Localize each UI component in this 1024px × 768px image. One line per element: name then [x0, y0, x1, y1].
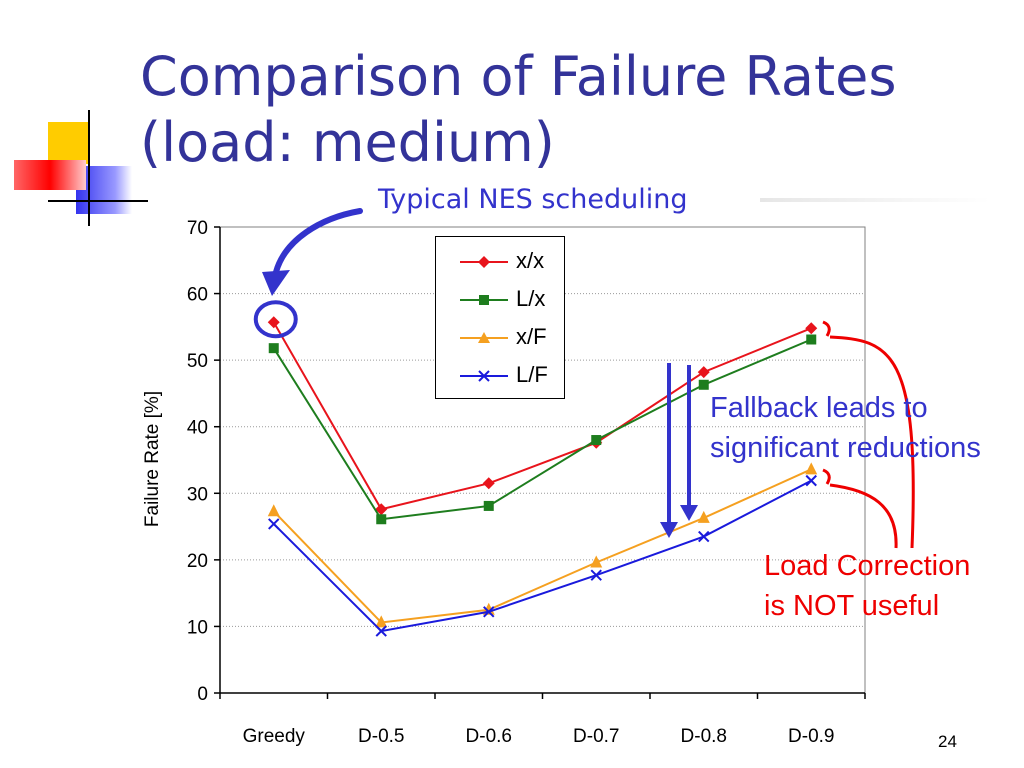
y-tick-label: 50 [187, 351, 208, 372]
data-point [376, 514, 387, 525]
data-point [267, 316, 280, 329]
y-axis-label: Failure Rate [%] [142, 391, 163, 527]
data-point [697, 510, 710, 523]
y-tick-label: 40 [187, 418, 208, 439]
ornament-horizontal-line [48, 200, 148, 202]
slide-title-line2: (load: medium) [140, 111, 555, 174]
ornament-red-bar [14, 160, 86, 190]
fallback-arrow-left-head [660, 522, 678, 538]
x-tick-label: D-0.7 [573, 726, 619, 747]
legend-marker-x-icon [460, 370, 508, 382]
series-x/F [267, 462, 818, 628]
fallback-arrow-right-head [680, 505, 698, 521]
typical-arrow [273, 208, 363, 275]
red-bracket-top [822, 320, 831, 337]
data-point [806, 334, 817, 345]
data-point [375, 503, 388, 516]
legend-label-xf: x/F [516, 324, 547, 349]
x-axis-ticks: Greedy D-0.5 D-0.6 D-0.7 D-0.8 D-0.9 [219, 693, 866, 747]
data-point [590, 569, 602, 581]
callout-fallback-line2: significant reductions [710, 432, 981, 464]
legend-label-lx: L/x [516, 286, 546, 311]
data-point [591, 435, 602, 446]
legend-label-lf: L/F [516, 362, 548, 387]
slide-ornament [0, 100, 150, 230]
x-tick-label: D-0.9 [788, 726, 834, 747]
ornament-vertical-line [88, 110, 90, 226]
data-point [590, 555, 603, 568]
y-tick-label: 30 [187, 484, 208, 505]
callout-typical-nes: Typical NES scheduling [372, 178, 758, 222]
title-underline [760, 198, 990, 202]
legend-marker-diamond-icon [460, 256, 508, 268]
red-curve-top [829, 335, 915, 549]
typical-arrow-head [262, 270, 290, 296]
y-tick-label: 70 [187, 218, 208, 239]
data-point [482, 477, 495, 490]
y-tick-label: 20 [187, 551, 208, 572]
data-point [805, 322, 818, 335]
data-point [483, 500, 494, 511]
series-L/x [268, 334, 817, 525]
highlight-circle [253, 300, 298, 339]
legend-marker-square-icon [460, 295, 508, 305]
data-point [805, 474, 817, 487]
series-line [273, 468, 812, 624]
callout-fallback: Fallback leads to significant reductions [710, 388, 1024, 468]
callout-fallback-line1: Fallback leads to [710, 392, 928, 424]
callout-loadcorr-line1: Load Correction [764, 550, 971, 582]
legend-item-lf: L/F [436, 357, 564, 393]
y-axis-ticks: 0 10 20 30 40 50 60 70 [187, 218, 220, 705]
legend-marker-triangle-icon [460, 332, 508, 343]
data-point [375, 625, 387, 637]
y-tick-label: 10 [187, 617, 208, 638]
slide-title-line1: Comparison of Failure Rates [140, 45, 897, 108]
data-point [698, 530, 710, 543]
y-tick-label: 0 [197, 684, 208, 705]
page-number: 24 [938, 732, 957, 751]
series-line [272, 338, 812, 521]
series-L/F [268, 474, 817, 637]
callout-load-correction: Load Correction is NOT useful [764, 546, 970, 626]
callout-loadcorr-line2: is NOT useful [764, 590, 940, 622]
series-line [272, 321, 812, 511]
data-point [267, 504, 280, 517]
legend-item-xx: x/x [436, 243, 564, 279]
x-tick-label: D-0.5 [358, 726, 404, 747]
data-point [805, 462, 818, 475]
red-bracket-bottom [822, 468, 831, 485]
x-tick-label: D-0.6 [466, 726, 512, 747]
ornament-yellow-square [48, 122, 90, 164]
data-point [268, 518, 280, 530]
red-curve-bottom [829, 483, 898, 549]
data-point [698, 379, 709, 390]
data-point [268, 343, 279, 354]
data-point [375, 615, 388, 628]
chart-legend: x/x L/x x/F L/F [435, 236, 565, 399]
annotation-marks [253, 208, 915, 549]
legend-item-lx: L/x [436, 281, 564, 317]
chart-series [267, 316, 818, 637]
legend-label-xx: x/x [516, 248, 545, 273]
legend-item-xf: x/F [436, 319, 564, 355]
data-point [697, 366, 710, 379]
y-tick-label: 60 [187, 285, 208, 306]
x-tick-label: Greedy [243, 726, 306, 747]
series-line [273, 479, 812, 633]
slide-title: Comparison of Failure Rates (load: mediu… [140, 44, 1010, 176]
data-point [483, 606, 495, 618]
x-tick-label: D-0.8 [681, 726, 727, 747]
